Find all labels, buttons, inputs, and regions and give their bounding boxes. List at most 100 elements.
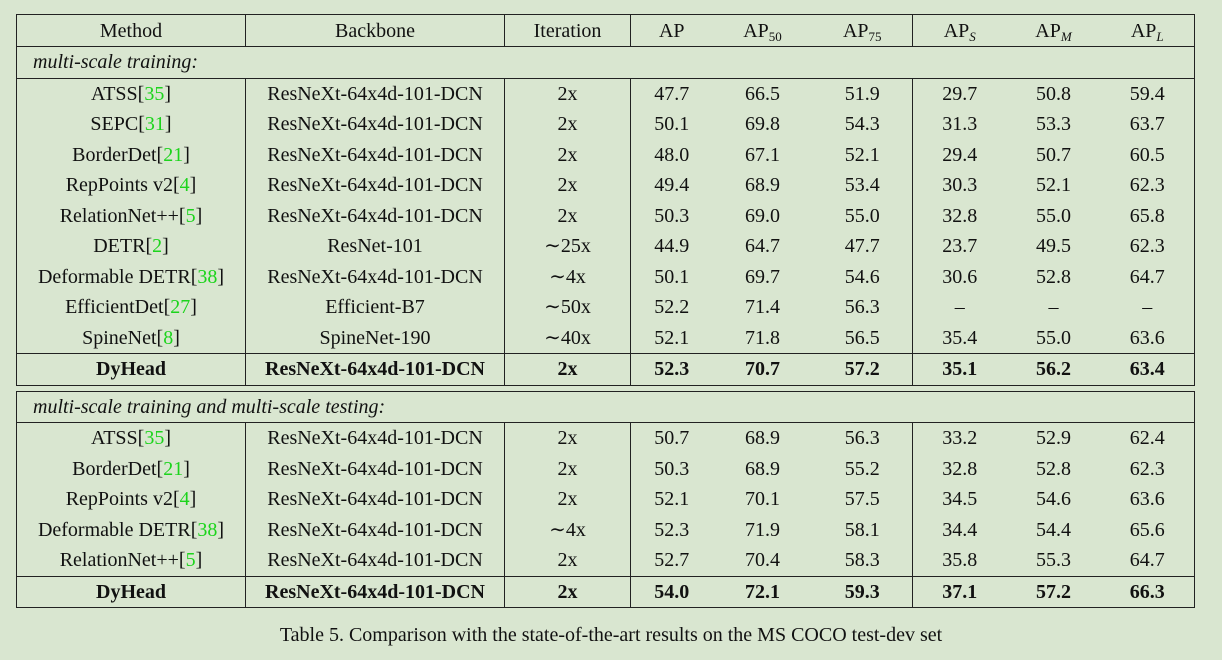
cell-ap50: 71.9 (745, 518, 780, 541)
cell-ap: 52.1 (654, 488, 690, 511)
cell-iteration: 2x (504, 139, 631, 170)
cell-iteration: 2x (504, 422, 631, 454)
cell-ap75: 57.2 (812, 353, 913, 386)
cell-aps: 31.3 (942, 113, 978, 136)
cell-aps: 33.2 (912, 422, 1007, 454)
cell-apm: 54.4 (1036, 518, 1071, 541)
cell-backbone: ResNeXt-64x4d-101-DCN (245, 575, 505, 608)
cell-aps: 29.4 (942, 143, 978, 166)
cell-aps: 32.8 (942, 457, 978, 480)
cell-method: RepPoints v2[4] (16, 484, 246, 515)
cell-iteration: 2x (504, 484, 631, 515)
cell-apl: 62.4 (1100, 422, 1195, 454)
method-name: ATSS (90, 82, 138, 105)
method-name: SpineNet (82, 326, 157, 349)
cell-aps: 34.5 (942, 488, 978, 511)
method-name: BorderDet (72, 457, 157, 480)
cell-apm: 53.3 (1036, 113, 1071, 136)
cell-backbone: ResNeXt-64x4d-101-DCN (245, 139, 505, 170)
method-name: Deformable DETR (37, 265, 191, 288)
col-ap-header: AP (630, 14, 713, 47)
cell-apl: – (1100, 292, 1195, 323)
cell-backbone: ResNeXt-64x4d-101-DCN (245, 261, 505, 292)
cell-aps: 23.7 (942, 235, 978, 258)
cell-aps: – (954, 296, 965, 319)
cell-apl: 64.7 (1100, 261, 1195, 292)
cell-ap50: 69.0 (745, 204, 780, 227)
cell-backbone: ResNeXt-64x4d-101-DCN (245, 422, 505, 454)
method-name: RelationNet++ (59, 549, 179, 572)
cell-method: RelationNet++[5] (16, 545, 246, 577)
section-header-row: multi-scale training and multi-scale tes… (16, 390, 1195, 423)
results-table: Method Backbone Iteration AP AP50 AP75 A… (16, 14, 1195, 608)
citation-link[interactable]: 38 (197, 265, 218, 288)
cell-apm: 50.8 (1006, 77, 1101, 109)
method-name: RepPoints v2 (65, 174, 173, 197)
cell-iteration: 2x (504, 545, 631, 577)
cell-method: BorderDet[21] (16, 139, 246, 170)
cell-method: SEPC[31] (16, 109, 246, 140)
table-row: RepPoints v2[4] ResNeXt-64x4d-101-DCN 2x 49… (16, 170, 1195, 201)
cell-ap: 52.2 (654, 296, 690, 319)
cell-apl: 63.6 (1100, 322, 1195, 354)
citation-link[interactable]: 27 (170, 296, 191, 319)
cell-iteration: 2x (504, 353, 631, 386)
cell-apl: 63.6 (1100, 484, 1195, 515)
citation-link[interactable]: 35 (144, 427, 165, 450)
method-name: Deformable DETR (37, 518, 191, 541)
section-header-row: multi-scale training: (16, 46, 1195, 79)
cell-ap75: 55.0 (812, 200, 913, 231)
cell-ap50: 70.1 (745, 488, 780, 511)
citation-link[interactable]: 5 (185, 204, 196, 227)
cell-ap50: 69.8 (745, 113, 780, 136)
cell-backbone: ResNeXt-64x4d-101-DCN (245, 109, 505, 140)
citation-link[interactable]: 5 (185, 549, 196, 572)
cell-apl: 65.6 (1100, 514, 1195, 545)
cell-ap50: 71.4 (745, 296, 780, 319)
citation-link[interactable]: 4 (179, 488, 190, 511)
cell-iteration: 2x (504, 109, 631, 140)
table-row: ATSS[35] ResNeXt-64x4d-101-DCN 2x 50.7 68.9 5… (16, 422, 1195, 454)
cell-backbone: ResNeXt-64x4d-101-DCN (245, 453, 505, 484)
cell-apm: 55.3 (1006, 545, 1101, 577)
table-body: multi-scale training: ATSS[35] ResNeXt-64x… (16, 46, 1195, 608)
table-row: SpineNet[8] SpineNet-190 ∼40x 52.1 71.8 56.5 3… (16, 322, 1195, 354)
cell-iteration: 2x (504, 77, 631, 109)
table-row: RepPoints v2[4] ResNeXt-64x4d-101-DCN 2x 52… (16, 484, 1195, 515)
cell-ap75: 56.3 (812, 422, 913, 454)
cell-ap: 44.9 (654, 235, 690, 258)
header-row: Method Backbone Iteration AP AP50 AP75 A… (16, 14, 1195, 47)
cell-backbone: ResNet-101 (245, 231, 505, 262)
cell-apm: 57.2 (1006, 575, 1101, 608)
citation-link[interactable]: 4 (179, 174, 190, 197)
cell-apl: 65.8 (1100, 200, 1195, 231)
cell-iteration: 2x (504, 575, 631, 608)
cell-backbone: ResNeXt-64x4d-101-DCN (245, 200, 505, 231)
table-row: EfficientDet[27] Efficient-B7 ∼50x 52.2 71.4… (16, 292, 1195, 323)
cell-ap50: 71.8 (712, 322, 813, 354)
citation-link[interactable]: 21 (163, 143, 184, 166)
col-aps-header: APS (912, 14, 1007, 47)
cell-method: EfficientDet[27] (16, 292, 246, 323)
cell-aps: 29.7 (912, 77, 1007, 109)
citation-link[interactable]: 38 (197, 518, 218, 541)
cell-method: BorderDet[21] (16, 453, 246, 484)
cell-backbone: ResNeXt-64x4d-101-DCN (245, 353, 505, 386)
citation-link[interactable]: 31 (144, 113, 165, 136)
cell-apl: 62.3 (1100, 231, 1195, 262)
citation-link[interactable]: 2 (152, 235, 163, 258)
method-name: DyHead (96, 358, 166, 381)
col-ap75-header: AP75 (812, 14, 913, 47)
cell-backbone: Efficient-B7 (245, 292, 505, 323)
cell-iteration: ∼50x (504, 292, 631, 323)
cell-aps: 35.4 (912, 322, 1007, 354)
cell-apl: 63.7 (1100, 109, 1195, 140)
citation-link[interactable]: 35 (144, 82, 165, 105)
citation-link[interactable]: 8 (163, 326, 174, 349)
cell-apm: 52.1 (1036, 174, 1071, 197)
cell-method: ATSS[35] (16, 77, 246, 109)
citation-link[interactable]: 21 (163, 457, 184, 480)
cell-ap50: 72.1 (712, 575, 813, 608)
cell-apl: 62.3 (1100, 453, 1195, 484)
